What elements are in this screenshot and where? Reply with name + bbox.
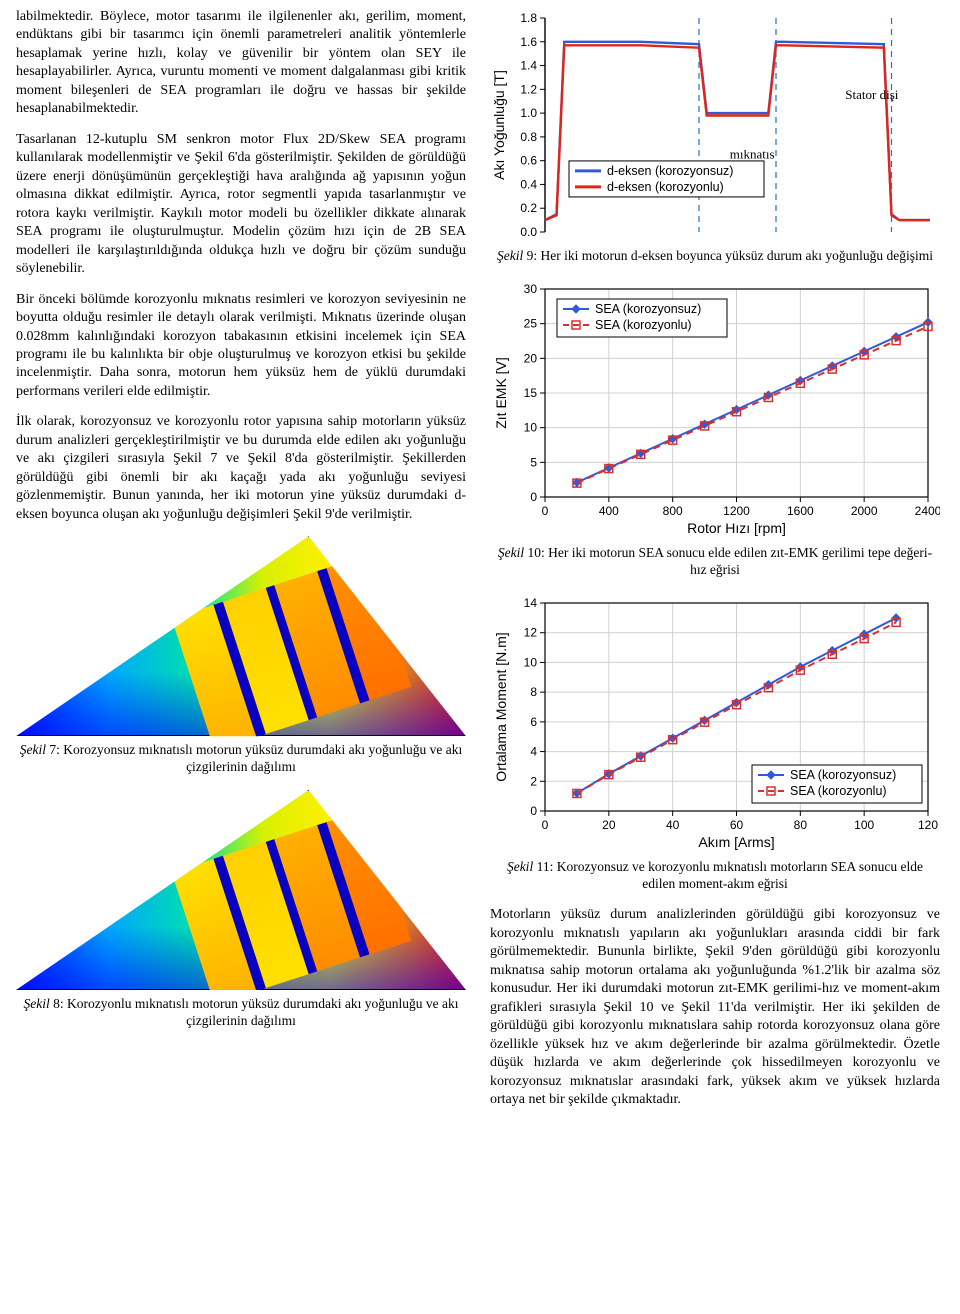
body-para-1: labilmektedir. Böylece, motor tasarımı i… xyxy=(16,8,466,119)
svg-text:Akım [Arms]: Akım [Arms] xyxy=(698,834,774,850)
svg-text:12: 12 xyxy=(524,625,538,639)
svg-text:0: 0 xyxy=(542,504,549,518)
svg-text:d-eksen (korozyonlu): d-eksen (korozyonlu) xyxy=(607,180,724,194)
svg-text:1.0: 1.0 xyxy=(520,106,537,120)
svg-text:2000: 2000 xyxy=(851,504,878,518)
svg-text:1200: 1200 xyxy=(723,504,750,518)
svg-text:120: 120 xyxy=(918,818,938,832)
fea-figure-8 xyxy=(16,790,466,990)
svg-text:Rotor Hızı [rpm]: Rotor Hızı [rpm] xyxy=(687,520,786,536)
chart-fig10: 0 400 800 1200 1600 2000 2400 0 5 10 15 20 25 30 Rotor… xyxy=(490,279,940,539)
caption-fig7: Şekil 7: Korozyonsuz mıknatıslı motorun … xyxy=(16,742,466,776)
svg-text:SEA (korozyonsuz): SEA (korozyonsuz) xyxy=(790,768,896,782)
body-para-2: Tasarlanan 12-kutuplu SM senkron motor F… xyxy=(16,131,466,279)
chart-fig11: 0 20 40 60 80 100 120 0 2 4 6 8 10 12 14 Akım [Arms] Ort… xyxy=(490,593,940,853)
svg-text:8: 8 xyxy=(530,685,537,699)
svg-text:0.2: 0.2 xyxy=(520,201,537,215)
svg-text:10: 10 xyxy=(524,421,538,435)
body-para-4: İlk olarak, korozyonsuz ve korozyonlu ro… xyxy=(16,413,466,524)
body-para-3: Bir önceki bölümde korozyonlu mıknatıs r… xyxy=(16,291,466,402)
svg-text:0.0: 0.0 xyxy=(520,225,537,239)
body-para-5: Motorların yüksüz durum analizlerinden g… xyxy=(490,906,940,1109)
svg-text:6: 6 xyxy=(530,714,537,728)
svg-text:0: 0 xyxy=(530,490,537,504)
caption-fig9: Şekil 9: Her iki motorun d-eksen boyunca… xyxy=(490,248,940,265)
svg-text:10: 10 xyxy=(524,655,538,669)
svg-text:40: 40 xyxy=(666,818,680,832)
svg-text:0.6: 0.6 xyxy=(520,154,537,168)
caption-fig11: Şekil 11: Korozyonsuz ve korozyonlu mıkn… xyxy=(490,859,940,893)
svg-text:2: 2 xyxy=(530,774,537,788)
svg-text:SEA (korozyonlu): SEA (korozyonlu) xyxy=(595,318,692,332)
fea-figure-7 xyxy=(16,536,466,736)
svg-text:Stator dişi: Stator dişi xyxy=(845,87,898,102)
svg-text:Zıt EMK [V]: Zıt EMK [V] xyxy=(493,357,509,429)
svg-text:Ortalama Moment [N.m]: Ortalama Moment [N.m] xyxy=(493,632,509,781)
svg-text:SEA (korozyonlu): SEA (korozyonlu) xyxy=(790,784,887,798)
svg-text:1.2: 1.2 xyxy=(520,82,537,96)
svg-text:400: 400 xyxy=(599,504,619,518)
svg-text:2400: 2400 xyxy=(915,504,940,518)
svg-text:30: 30 xyxy=(524,282,538,296)
svg-text:1600: 1600 xyxy=(787,504,814,518)
svg-text:0.8: 0.8 xyxy=(520,130,537,144)
svg-text:d-eksen (korozyonsuz): d-eksen (korozyonsuz) xyxy=(607,164,733,178)
svg-text:100: 100 xyxy=(854,818,874,832)
svg-text:20: 20 xyxy=(524,351,538,365)
svg-text:0.4: 0.4 xyxy=(520,177,537,191)
svg-text:1.6: 1.6 xyxy=(520,35,537,49)
svg-text:1.4: 1.4 xyxy=(520,59,537,73)
svg-text:25: 25 xyxy=(524,317,538,331)
caption-fig8: Şekil 8: Korozyonlu mıknatıslı motorun y… xyxy=(16,996,466,1030)
svg-text:5: 5 xyxy=(530,455,537,469)
svg-text:60: 60 xyxy=(730,818,744,832)
chart-fig9: 0.0 0.2 0.4 0.6 0.8 1.0 1.2 1.4 1.6 1.8 Akı Yoğunl… xyxy=(490,12,940,242)
svg-text:15: 15 xyxy=(524,386,538,400)
svg-text:SEA (korozyonsuz): SEA (korozyonsuz) xyxy=(595,302,701,316)
svg-text:0: 0 xyxy=(530,804,537,818)
caption-fig10: Şekil 10: Her iki motorun SEA sonucu eld… xyxy=(490,545,940,579)
svg-text:800: 800 xyxy=(663,504,683,518)
svg-text:Akı Yoğunluğu [T]: Akı Yoğunluğu [T] xyxy=(491,70,507,180)
svg-text:4: 4 xyxy=(530,744,537,758)
svg-text:1.8: 1.8 xyxy=(520,12,537,25)
svg-text:80: 80 xyxy=(794,818,808,832)
svg-text:20: 20 xyxy=(602,818,616,832)
svg-text:mıknatıs: mıknatıs xyxy=(730,146,775,161)
svg-text:0: 0 xyxy=(542,818,549,832)
svg-text:14: 14 xyxy=(524,596,538,610)
